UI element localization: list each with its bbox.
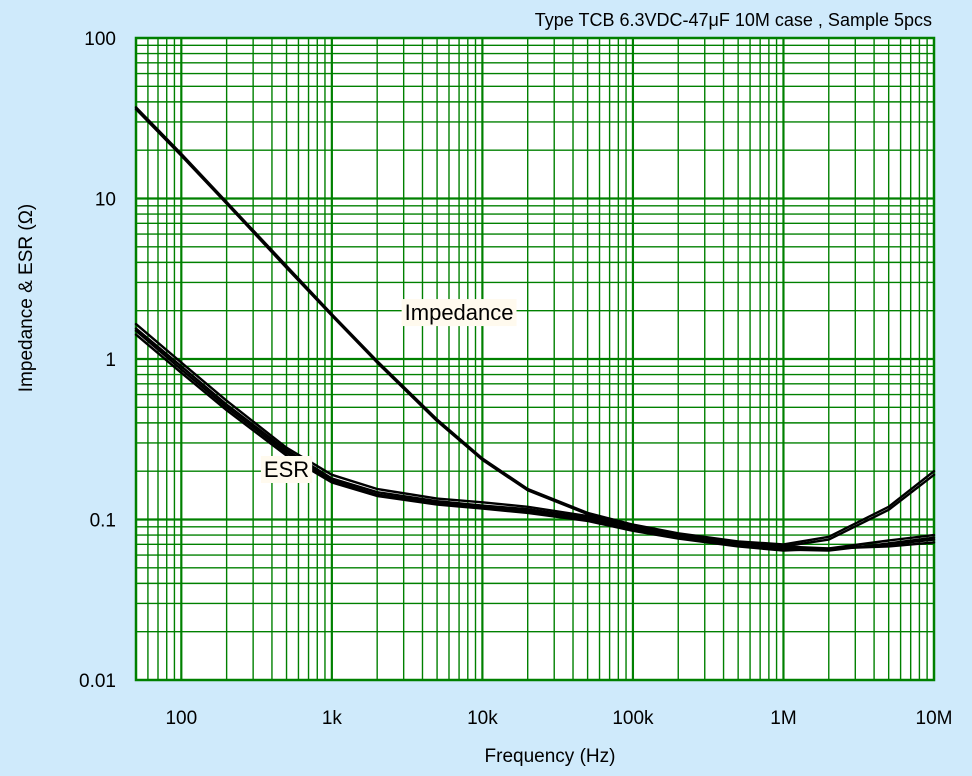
series-line (134, 333, 936, 552)
curve-label-background (260, 455, 313, 483)
series-line (134, 322, 936, 550)
grid-lines (136, 38, 934, 680)
series-line (134, 108, 936, 548)
curve-label-text: Impedance (405, 300, 514, 325)
annotation-layer: Impedance ESR (260, 299, 517, 483)
chart-title: Type TCB 6.3VDC-47μF 10M case , Sample 5… (535, 10, 932, 30)
x-tick-label: 100 (165, 708, 197, 729)
curve-label: Impedance (401, 299, 517, 327)
x-axis-title: Frequency (Hz) (485, 746, 616, 767)
plot-frame (134, 36, 936, 682)
x-tick-label: 10k (467, 708, 498, 729)
y-tick-label: 10 (95, 190, 116, 211)
x-tick-label: 1M (770, 708, 796, 729)
tick-labels: 100 1k 10k 100k 1M 10M 0.01 0.1 1 10 100 (79, 29, 952, 729)
y-tick-label: 1 (105, 350, 116, 371)
y-axis-title: Impedance & ESR (Ω) (16, 204, 37, 392)
curve-label: ESR (260, 455, 313, 483)
curve-label-background (401, 299, 517, 327)
y-tick-label: 0.01 (79, 671, 116, 692)
y-tick-label: 0.1 (90, 511, 116, 532)
x-tick-label: 1k (322, 708, 343, 729)
y-tick-label: 100 (84, 29, 116, 50)
curve-label-text: ESR (264, 457, 309, 482)
x-tick-label: 100k (612, 708, 654, 729)
series-layer (134, 106, 936, 552)
x-tick-label: 10M (916, 708, 953, 729)
